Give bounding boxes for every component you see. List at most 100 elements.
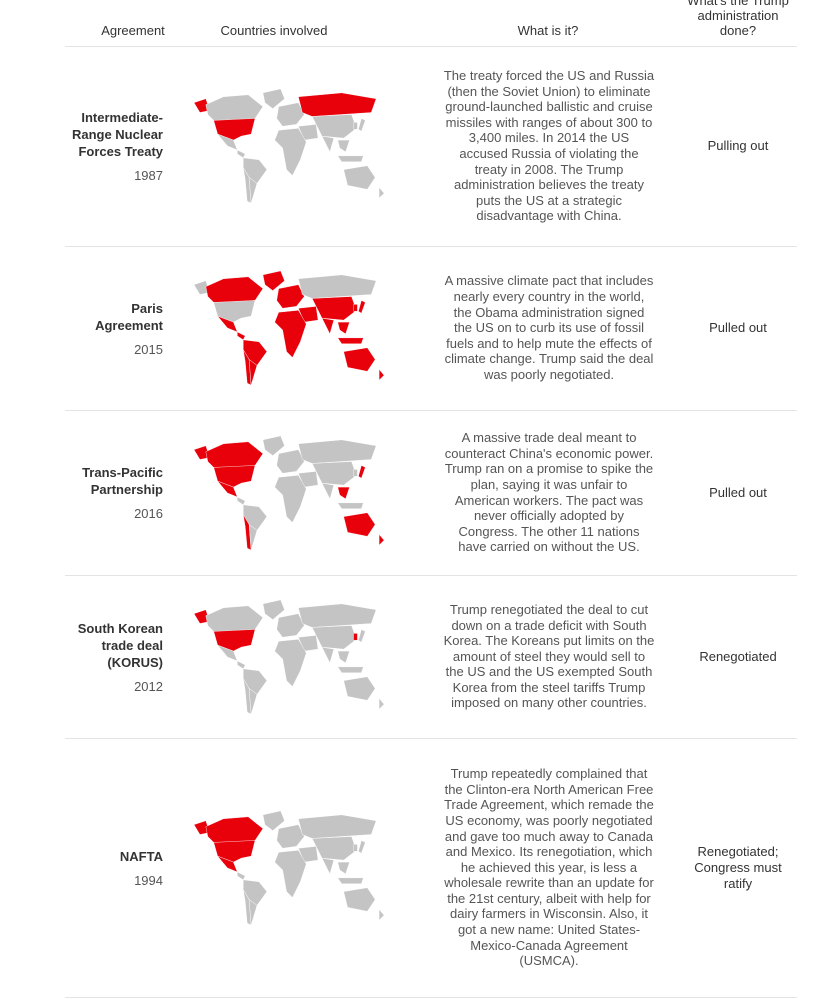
country	[274, 638, 307, 687]
country	[358, 464, 366, 479]
country	[337, 666, 364, 673]
country	[337, 486, 350, 499]
agreement-name: NAFTA	[119, 848, 163, 864]
divider	[65, 997, 797, 998]
country	[378, 186, 385, 199]
country	[311, 114, 357, 139]
country	[243, 349, 252, 386]
country	[262, 270, 285, 291]
agreement-cell: NAFTA 1994	[65, 738, 163, 997]
country	[358, 628, 366, 643]
divider	[65, 575, 797, 576]
world-map	[194, 810, 385, 925]
country	[298, 603, 377, 628]
country	[321, 135, 335, 153]
country	[343, 165, 376, 190]
map-cell	[192, 738, 388, 997]
country	[276, 284, 305, 309]
country	[237, 871, 246, 880]
divider	[65, 410, 797, 411]
country	[262, 599, 285, 620]
table-row: NAFTA 1994 Trump repeatedly complained tha…	[0, 738, 815, 997]
country	[276, 612, 305, 638]
agreement-year: 2012	[134, 678, 163, 694]
agreement-year: 1987	[134, 168, 163, 183]
country	[262, 810, 285, 831]
country	[378, 533, 385, 546]
table-row: Paris Agreement 2015 A massive climate pac…	[0, 246, 815, 410]
world-map	[194, 599, 385, 714]
description: A massive trade deal meant to counteract…	[443, 410, 655, 575]
agreement-cell: Paris Agreement 2015	[65, 246, 163, 410]
country	[378, 908, 385, 921]
country	[205, 276, 264, 303]
action-text: Renegotiated; Congress must ratify	[694, 843, 782, 891]
country	[353, 304, 358, 312]
description: A massive climate pact that includes nea…	[443, 246, 655, 410]
action: Pulled out	[690, 410, 786, 575]
country	[311, 624, 357, 649]
country	[337, 861, 350, 874]
country	[343, 886, 376, 912]
action-text: Pulling out	[707, 138, 769, 153]
country	[274, 310, 307, 358]
country	[311, 296, 357, 321]
agreement-name: Trans-Pacific Partnership	[82, 465, 163, 497]
country	[262, 88, 285, 109]
country	[205, 94, 264, 121]
country	[298, 439, 377, 464]
country	[243, 678, 252, 714]
country	[311, 460, 357, 485]
country	[378, 368, 385, 381]
country	[337, 337, 364, 344]
country	[237, 331, 246, 341]
country	[353, 122, 358, 130]
divider	[65, 46, 797, 47]
country	[274, 849, 307, 898]
description: Trump repeatedly complained that the Cli…	[443, 738, 655, 997]
action-text: Pulled out	[709, 320, 767, 335]
country	[343, 675, 376, 701]
action: Pulled out	[690, 246, 786, 410]
agreement-year: 1994	[134, 872, 163, 888]
map-cell	[192, 246, 388, 410]
table-row: Trans-Pacific Partnership 2016 A massive t…	[0, 410, 815, 575]
world-map	[194, 88, 385, 204]
country	[205, 441, 264, 468]
agreement-year: 2016	[134, 506, 163, 521]
country	[358, 300, 366, 314]
description: The treaty forced the US and Russia (the…	[443, 46, 655, 246]
world-map	[194, 270, 385, 386]
country	[337, 502, 364, 509]
country	[353, 632, 358, 640]
header-countries: Countries involved	[220, 23, 328, 38]
country	[248, 177, 258, 204]
country	[262, 435, 285, 456]
country	[337, 155, 364, 162]
country	[237, 660, 246, 669]
map-cell	[192, 410, 388, 575]
country	[248, 898, 258, 925]
country	[274, 474, 307, 523]
action: Renegotiated; Congress must ratify	[690, 738, 786, 997]
table-row: South Korean trade deal (KORUS) 2012 Trump…	[0, 575, 815, 738]
country	[337, 139, 350, 153]
country	[243, 167, 252, 204]
country	[298, 92, 377, 117]
country	[337, 877, 364, 884]
world-map	[194, 435, 385, 550]
country	[276, 102, 305, 127]
country	[378, 697, 385, 710]
country	[321, 646, 335, 663]
map-cell	[192, 46, 388, 246]
divider	[65, 246, 797, 247]
description-text: A massive climate pact that includes nea…	[444, 273, 654, 382]
country	[205, 605, 264, 632]
country	[243, 889, 252, 925]
agreement-cell: Trans-Pacific Partnership 2016	[65, 410, 163, 575]
country	[321, 857, 335, 874]
header-agreement: Agreement	[101, 23, 165, 38]
agreement-name: South Korean trade deal (KORUS)	[77, 620, 163, 670]
country	[353, 468, 358, 476]
